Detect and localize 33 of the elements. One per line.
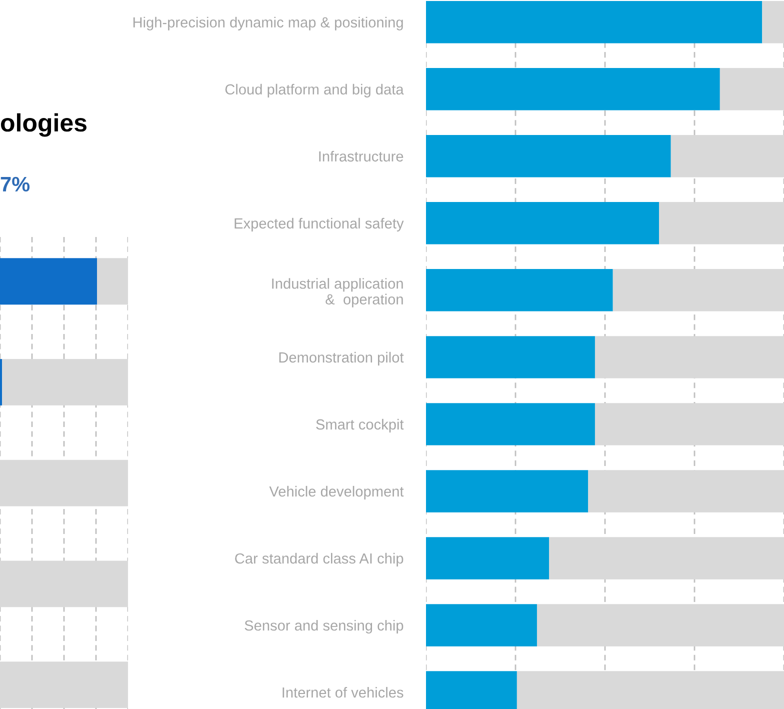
bar bbox=[426, 135, 671, 178]
bar bbox=[426, 202, 660, 244]
y-tick-label: Vehicle development bbox=[269, 486, 404, 500]
y-tick-label: Cloud platform and big data bbox=[225, 84, 404, 98]
y-tick-label: Car standard class AI chip bbox=[235, 552, 404, 567]
bar bbox=[659, 202, 784, 244]
bar bbox=[426, 1, 762, 44]
bar bbox=[594, 403, 784, 446]
bar bbox=[594, 336, 784, 378]
bar bbox=[426, 604, 537, 646]
y-tick-label: Industrial application & operation bbox=[272, 278, 403, 308]
bar bbox=[762, 1, 784, 44]
bar bbox=[426, 269, 613, 312]
bar bbox=[588, 470, 784, 512]
bar bbox=[549, 537, 784, 580]
bar bbox=[426, 537, 550, 580]
y-tick-label: Smart cockpit bbox=[316, 418, 404, 433]
y-tick-label: Infrastructure bbox=[319, 150, 404, 162]
y-tick-label: Demonstration pilot bbox=[279, 352, 404, 366]
chart-title: ologies bbox=[0, 113, 86, 137]
bar bbox=[426, 403, 595, 446]
bar bbox=[612, 269, 784, 312]
y-tick-label: Expected functional safety bbox=[234, 218, 404, 232]
bar bbox=[426, 336, 595, 378]
bar bbox=[426, 68, 720, 110]
bar bbox=[670, 135, 784, 178]
bar bbox=[536, 604, 784, 646]
y-tick-label: High-precision dynamic map & positioning bbox=[133, 16, 403, 30]
chart-subtitle: 7% bbox=[0, 176, 30, 192]
y-tick-label: Sensor and sensing chip bbox=[244, 620, 404, 634]
bar bbox=[426, 470, 588, 512]
bar bbox=[720, 68, 784, 110]
y-tick-label: Internet of vehicles bbox=[282, 686, 404, 698]
